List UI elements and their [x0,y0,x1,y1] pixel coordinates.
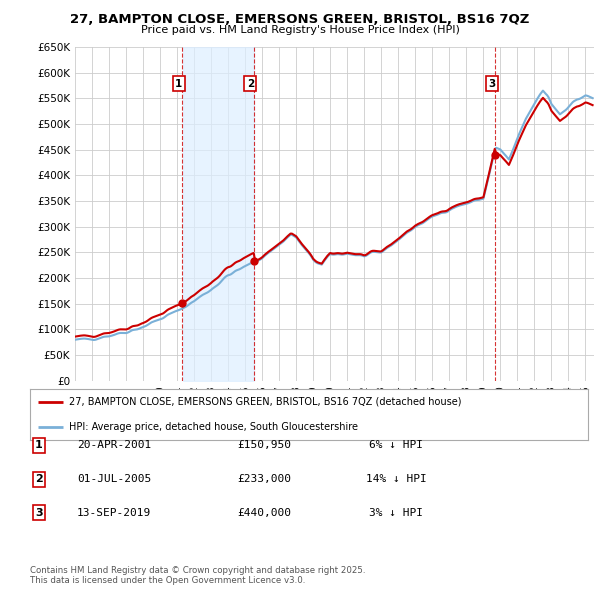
Text: 20-APR-2001: 20-APR-2001 [77,441,151,450]
Text: 1: 1 [35,441,43,450]
Text: HPI: Average price, detached house, South Gloucestershire: HPI: Average price, detached house, Sout… [69,422,358,432]
Text: 13-SEP-2019: 13-SEP-2019 [77,508,151,517]
Text: Price paid vs. HM Land Registry's House Price Index (HPI): Price paid vs. HM Land Registry's House … [140,25,460,35]
Text: 27, BAMPTON CLOSE, EMERSONS GREEN, BRISTOL, BS16 7QZ (detached house): 27, BAMPTON CLOSE, EMERSONS GREEN, BRIST… [69,397,461,407]
Text: 3% ↓ HPI: 3% ↓ HPI [369,508,423,517]
Text: 2: 2 [35,474,43,484]
Text: 3: 3 [488,79,496,89]
Text: 01-JUL-2005: 01-JUL-2005 [77,474,151,484]
Text: 3: 3 [35,508,43,517]
Text: £440,000: £440,000 [237,508,291,517]
Text: 2: 2 [247,79,254,89]
Text: Contains HM Land Registry data © Crown copyright and database right 2025.
This d: Contains HM Land Registry data © Crown c… [30,566,365,585]
Text: £150,950: £150,950 [237,441,291,450]
Text: £233,000: £233,000 [237,474,291,484]
Text: 6% ↓ HPI: 6% ↓ HPI [369,441,423,450]
Text: 14% ↓ HPI: 14% ↓ HPI [365,474,427,484]
Text: 27, BAMPTON CLOSE, EMERSONS GREEN, BRISTOL, BS16 7QZ: 27, BAMPTON CLOSE, EMERSONS GREEN, BRIST… [70,13,530,26]
Text: 1: 1 [175,79,182,89]
